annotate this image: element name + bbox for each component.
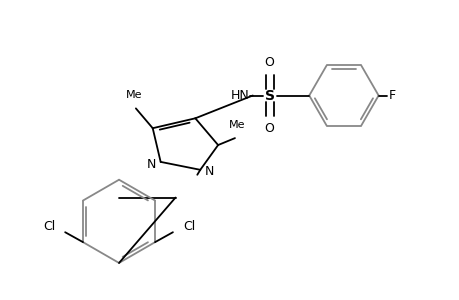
Text: Me: Me [125,91,142,100]
Text: Me: Me [228,120,245,130]
Text: F: F [388,89,395,102]
Text: O: O [264,56,274,69]
Text: N: N [146,158,155,171]
Text: N: N [205,165,214,178]
Text: S: S [264,88,274,103]
Text: O: O [264,122,274,135]
Text: Cl: Cl [182,220,195,233]
Text: Cl: Cl [43,220,55,233]
Text: HN: HN [230,89,249,102]
